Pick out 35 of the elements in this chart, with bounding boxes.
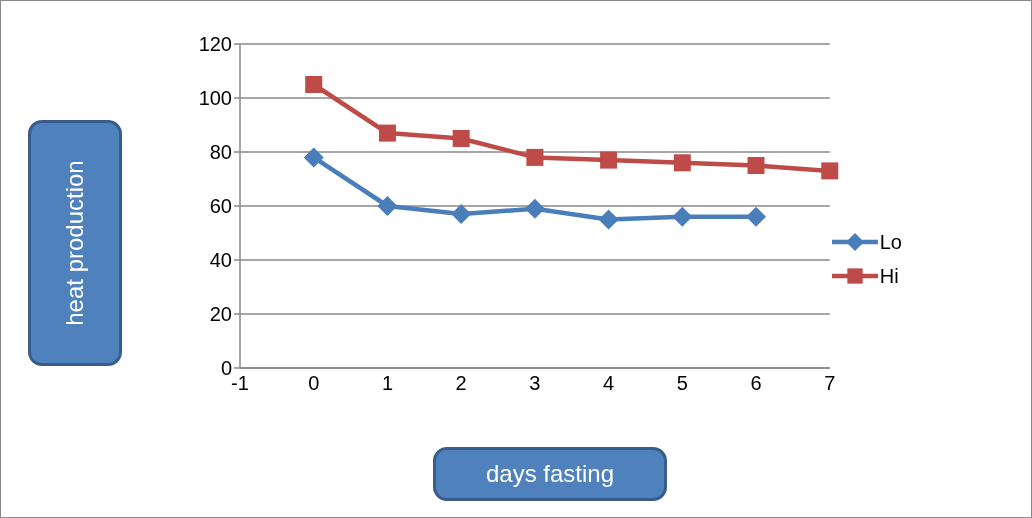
y-tick-label: 120 xyxy=(198,33,232,56)
legend-label: Hi xyxy=(879,264,899,288)
x-tick-label: 0 xyxy=(308,372,320,395)
point xyxy=(305,76,323,93)
point xyxy=(747,157,765,174)
point xyxy=(378,124,396,142)
y-tick-label: 40 xyxy=(209,249,232,272)
legend-label: Lo xyxy=(879,230,902,254)
x-axis-title: days fasting xyxy=(485,460,615,488)
point xyxy=(451,204,472,225)
point xyxy=(303,147,324,168)
point xyxy=(598,209,619,230)
x-tick-label: 6 xyxy=(750,372,762,395)
x-tick-label: 3 xyxy=(529,372,541,395)
y-tick-label: 100 xyxy=(198,87,232,110)
x-tick-label: -1 xyxy=(231,372,249,395)
y-tick-label: 80 xyxy=(209,141,232,164)
point xyxy=(452,130,470,147)
point xyxy=(526,148,544,166)
y-tick-label: 20 xyxy=(209,303,232,326)
x-tick-label: 1 xyxy=(381,372,393,395)
x-tick-label: 5 xyxy=(676,372,688,395)
point xyxy=(673,154,691,172)
x-tick-label: 2 xyxy=(455,372,467,395)
point xyxy=(377,196,398,216)
point xyxy=(600,151,618,169)
point xyxy=(821,162,839,180)
y-tick-label: 60 xyxy=(209,195,232,218)
x-tick-label: 4 xyxy=(603,372,615,395)
point xyxy=(672,206,693,227)
y-tick-label: 0 xyxy=(220,357,232,380)
y-axis-title: heat production xyxy=(61,160,89,326)
x-tick-label: 7 xyxy=(824,372,836,395)
point xyxy=(524,198,545,219)
point xyxy=(746,206,767,227)
